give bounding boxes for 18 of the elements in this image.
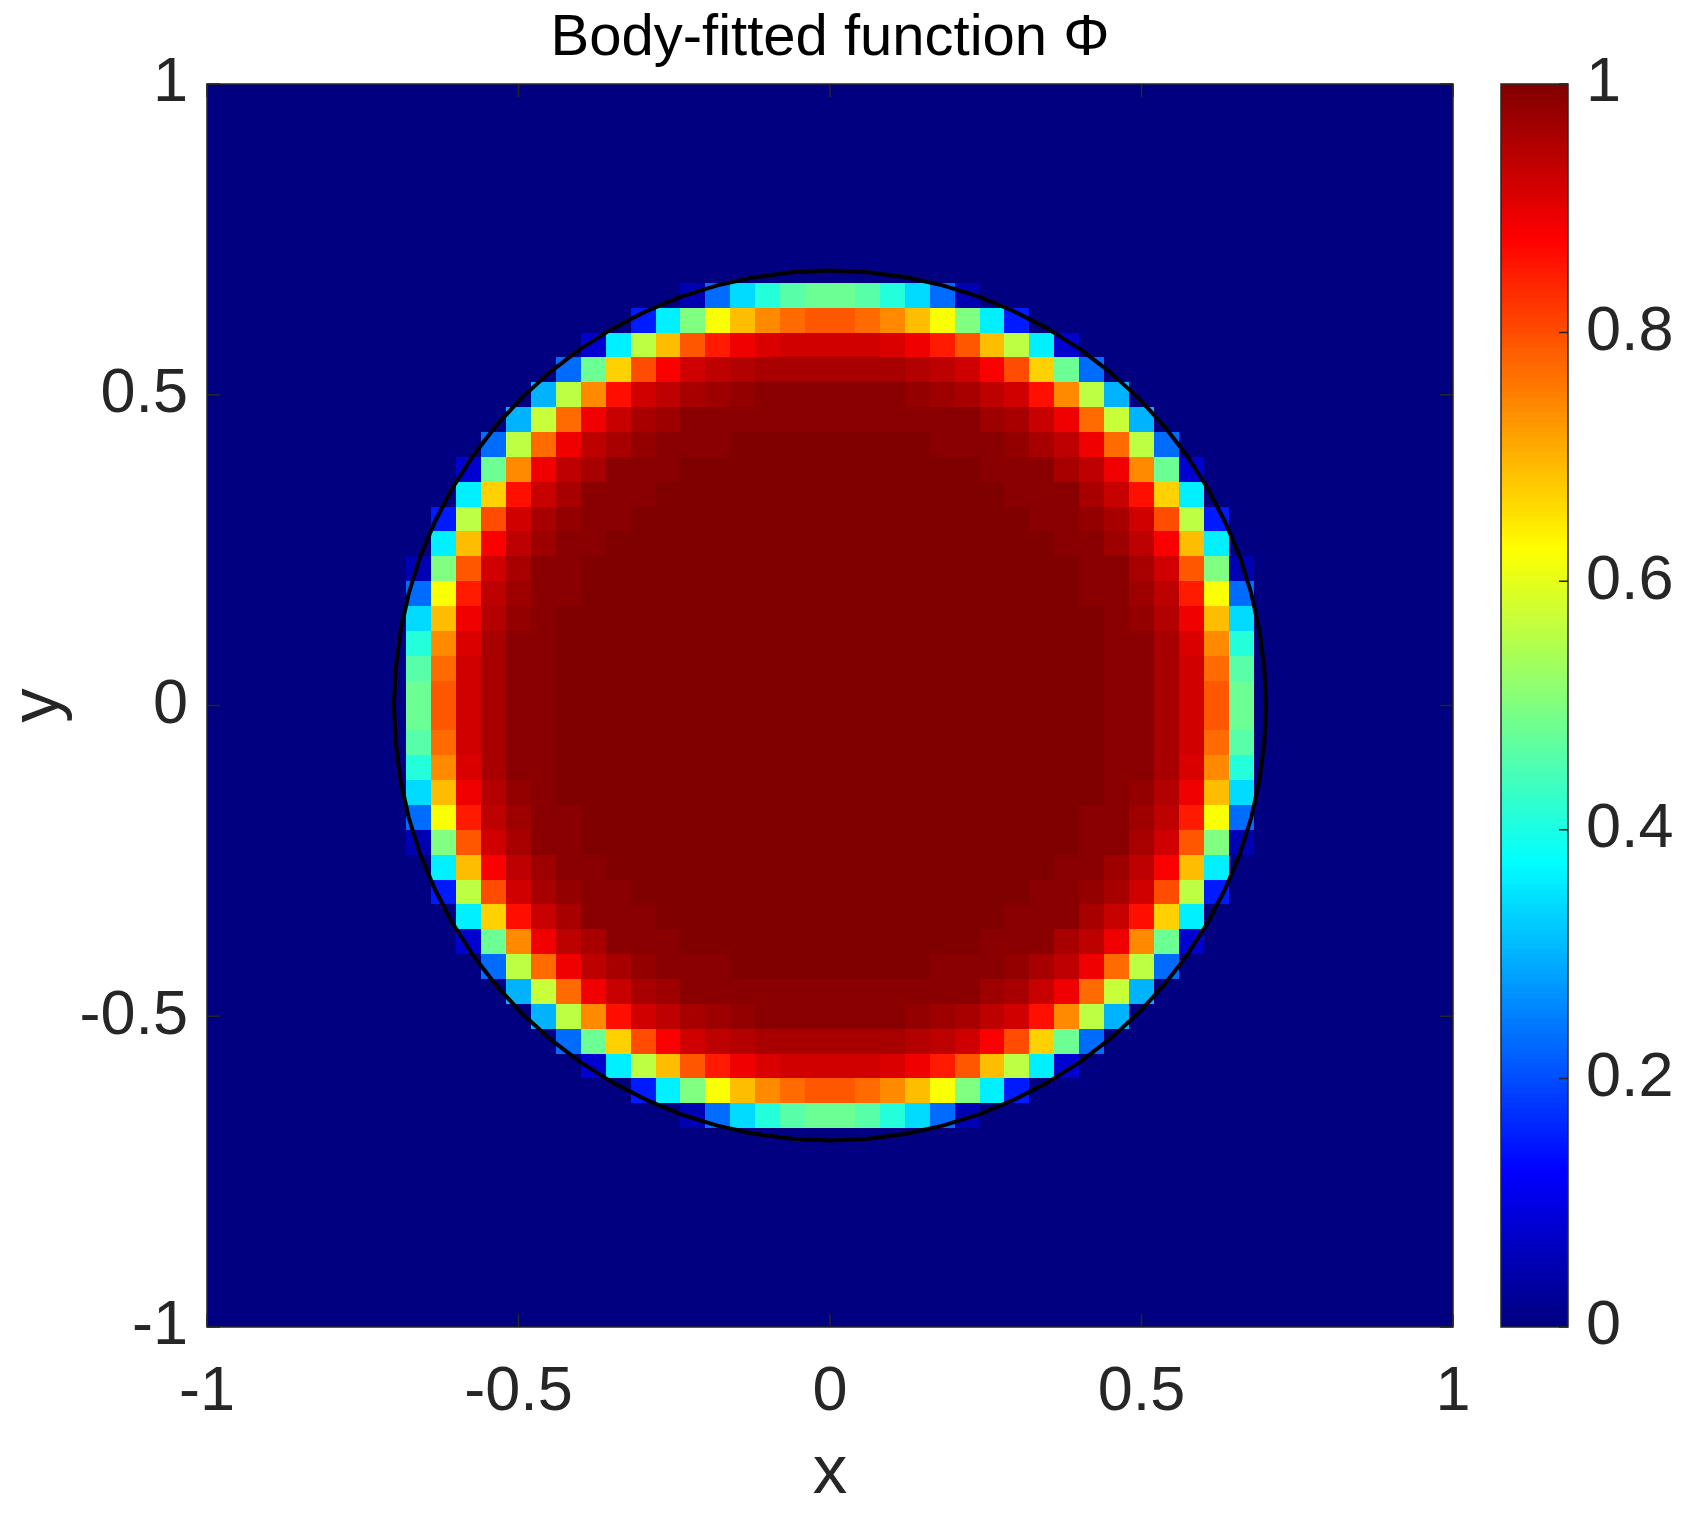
x-tick-label: 0 [812, 1353, 848, 1424]
x-axis-title: x [812, 1430, 848, 1508]
y-tick-label: -0.5 [79, 976, 188, 1047]
color-bar-label: 0.4 [1586, 790, 1674, 861]
color-bar-label: 0.8 [1586, 292, 1674, 363]
y-tick-label: -1 [131, 1287, 188, 1358]
x-tick-label: 0.5 [1097, 1353, 1186, 1424]
y-axis-title: y [0, 687, 73, 723]
color-bar-label: 0 [1586, 1287, 1622, 1358]
color-bar-label: 0.2 [1586, 1038, 1674, 1109]
y-tick-label: 0 [152, 665, 188, 736]
chart-title: Body-fitted function Φ [550, 2, 1110, 67]
color-bar-label: 0.6 [1586, 541, 1674, 612]
x-tick-label: -0.5 [464, 1353, 573, 1424]
y-tick-label: 0.5 [100, 355, 188, 426]
x-tick-label: 1 [1435, 1353, 1471, 1424]
y-tick-label: 1 [152, 44, 188, 115]
color-bar-label: 1 [1586, 44, 1622, 115]
